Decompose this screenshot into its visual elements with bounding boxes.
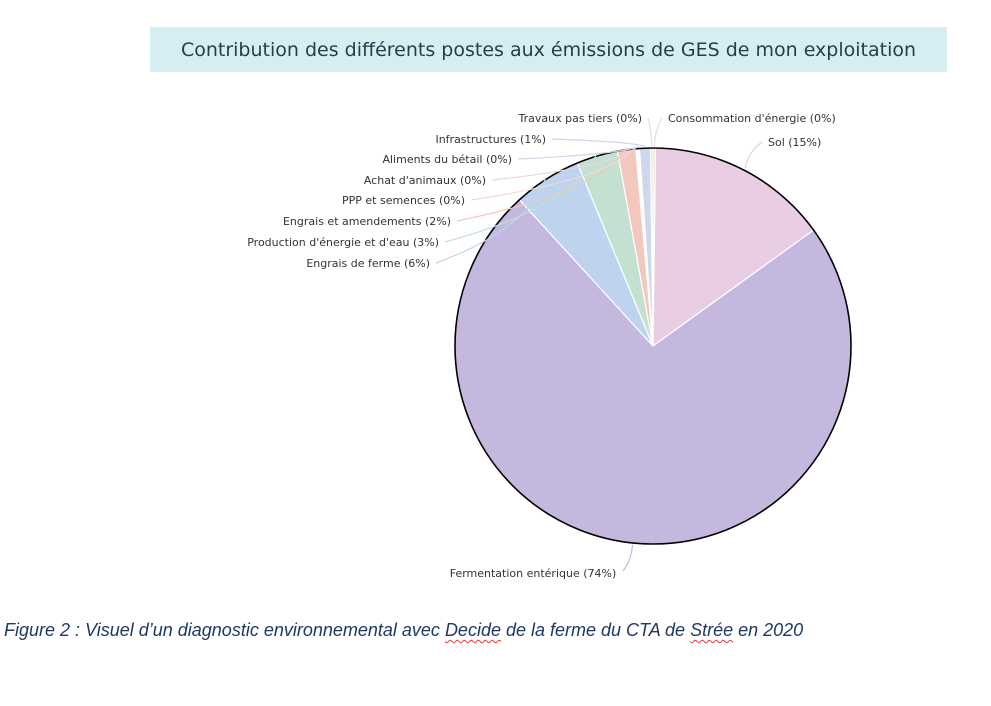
slice-label-2: Fermentation entérique (74%) bbox=[450, 567, 617, 580]
pie-chart: Consommation d'énergie (0%) Sol (15%) Ferm… bbox=[247, 112, 852, 580]
slice-label-1: Sol (15%) bbox=[768, 136, 821, 149]
slice-label-6: PPP et semences (0%) bbox=[342, 194, 465, 207]
slice-label-0: Consommation d'énergie (0%) bbox=[668, 112, 836, 125]
leader-line-10 bbox=[647, 117, 653, 147]
pie-slices bbox=[454, 147, 852, 545]
pie-outline bbox=[454, 147, 852, 545]
slice-label-7: Achat d'animaux (0%) bbox=[364, 174, 486, 187]
caption-middle: de la ferme du CTA de bbox=[500, 620, 691, 640]
chart-title: Contribution des différents postes aux é… bbox=[180, 38, 917, 61]
figure-caption: Figure 2 : Visuel d’un diagnostic enviro… bbox=[4, 620, 803, 641]
caption-suffix: en 2020 bbox=[733, 620, 804, 640]
leader-line-3 bbox=[435, 177, 547, 264]
leader-line-4 bbox=[444, 153, 598, 243]
leader-line-1 bbox=[744, 141, 763, 169]
leader-line-0 bbox=[653, 117, 663, 147]
leader-line-8 bbox=[517, 145, 639, 160]
chart-title-banner: Contribution des différents postes aux é… bbox=[150, 27, 947, 72]
slice-labels: Consommation d'énergie (0%) Sol (15%) Ferm… bbox=[247, 112, 836, 580]
slice-label-8: Aliments du bétail (0%) bbox=[382, 153, 512, 166]
leader-line-2 bbox=[622, 544, 634, 572]
slice-label-5: Engrais et amendements (2%) bbox=[283, 215, 451, 228]
slice-label-10: Travaux pas tiers (0%) bbox=[518, 112, 642, 125]
caption-word-stree: Strée bbox=[690, 620, 734, 640]
caption-word-decide: Decide bbox=[444, 620, 501, 640]
slice-label-3: Engrais de ferme (6%) bbox=[306, 257, 430, 270]
leader-line-7 bbox=[491, 146, 638, 181]
leader-line-5 bbox=[456, 147, 627, 222]
leader-lines bbox=[435, 117, 763, 572]
caption-prefix: Figure 2 : Visuel d’un diagnostic enviro… bbox=[4, 620, 445, 640]
slice-label-9: Infrastructures (1%) bbox=[435, 133, 546, 146]
slice-label-4: Production d'énergie et d'eau (3%) bbox=[247, 236, 439, 249]
leader-line-6 bbox=[470, 146, 637, 201]
leader-line-9 bbox=[551, 138, 646, 147]
